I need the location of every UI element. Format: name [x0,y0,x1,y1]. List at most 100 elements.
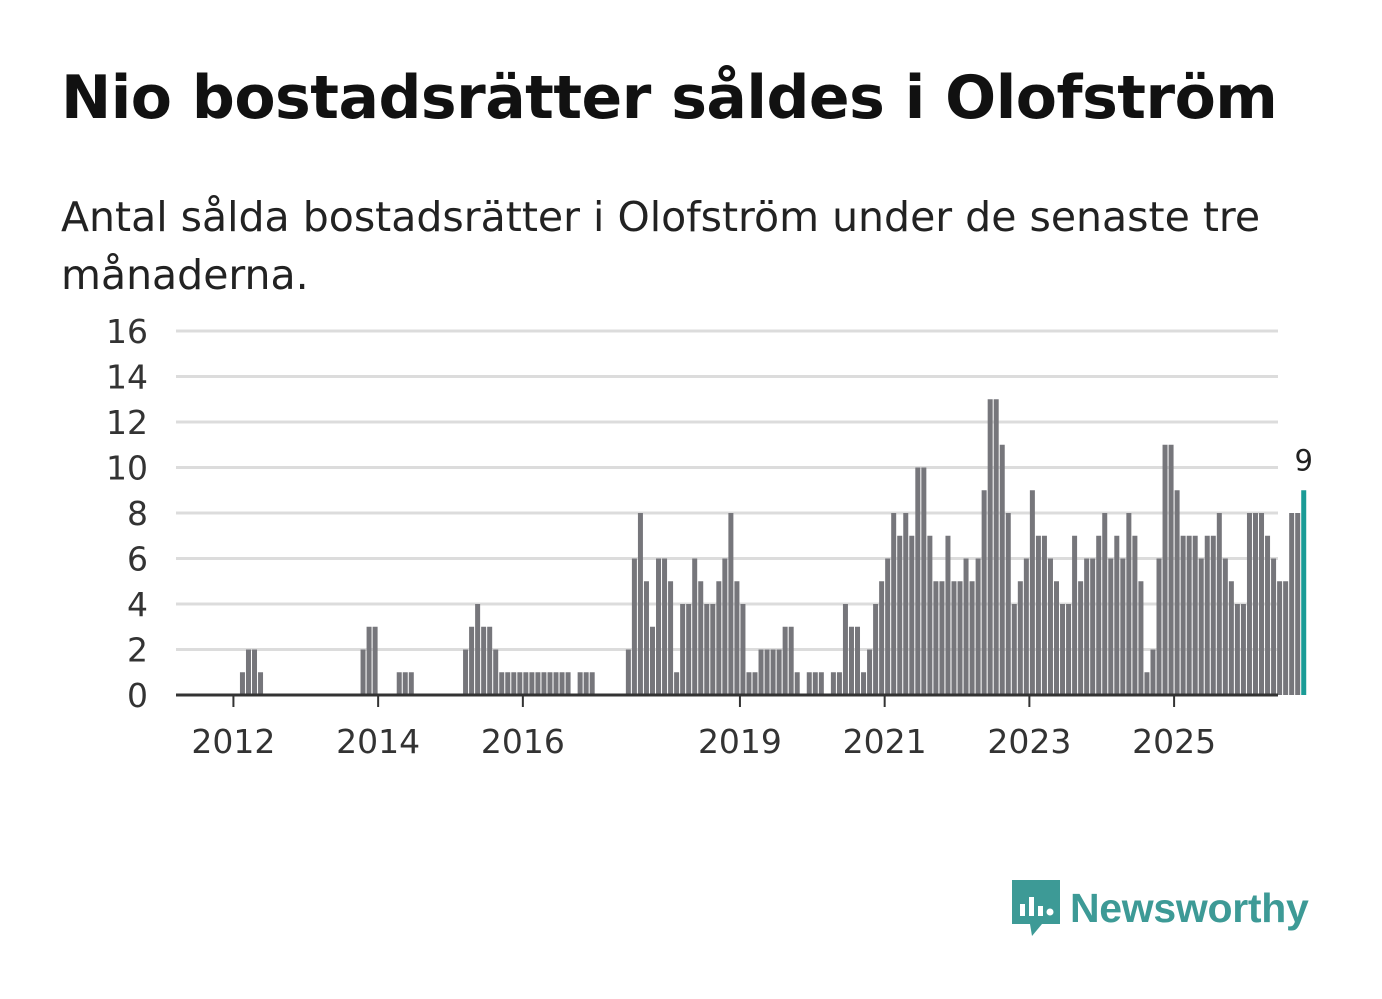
bar [927,535,933,695]
bar [1072,535,1078,695]
bar [674,672,680,695]
bar [1265,535,1271,695]
bar [529,672,535,695]
bar [1186,535,1192,695]
bar [1174,490,1180,695]
bar [408,672,414,695]
bar [589,672,595,695]
bar [891,513,897,695]
bar [499,672,505,695]
bar [945,535,951,695]
x-axis: 2012 2014 2016 2019 2021 2023 2025 [176,693,1278,761]
bar [975,558,981,695]
bar [637,513,643,695]
bar [1138,581,1144,695]
bar [1180,535,1186,695]
bar [770,649,776,695]
bar [511,672,517,695]
bar [1011,604,1017,695]
bar [879,581,885,695]
bar [933,581,939,695]
bar [649,626,655,695]
bar [1295,513,1301,695]
bar [1198,558,1204,695]
bar [1054,581,1059,695]
bar [704,604,710,695]
bar [360,649,366,695]
x-tick-label: 2021 [843,722,927,761]
bar [909,535,915,695]
bar [969,581,975,695]
bar [1144,672,1150,695]
bar [848,626,854,695]
bar [1216,513,1222,695]
bar [396,672,402,695]
bar [475,604,481,695]
bar [939,581,945,695]
bar [746,672,752,695]
bar [1192,535,1198,695]
bar [692,558,698,695]
bar [1047,558,1053,695]
bar [463,649,469,695]
x-tick-label: 2019 [698,722,782,761]
bar [1222,558,1228,695]
bar [680,604,686,695]
y-tick-label: 14 [106,358,148,397]
y-tick-label: 12 [106,403,148,442]
bar [776,649,782,695]
chart-title: Nio bostadsrätter såldes i Olofström [61,63,1278,133]
latest-value-label: 9 [1295,443,1313,477]
bar [517,672,523,695]
bar [372,626,378,695]
bar [1168,444,1174,695]
bar [1240,604,1246,695]
y-axis: 0 2 4 6 8 10 12 14 16 [106,312,148,715]
y-tick-label: 10 [106,449,148,488]
bar [812,672,818,695]
bar [897,535,903,695]
newsworthy-chart-bubble-icon [1012,880,1060,936]
bar [806,672,812,695]
bar [728,513,734,695]
bar [625,649,631,695]
bar [1289,513,1295,695]
bar [698,581,704,695]
bar [957,581,963,695]
x-tick-label: 2023 [987,722,1071,761]
bar [722,558,728,695]
y-tick-label: 16 [106,312,148,351]
bar [1210,535,1216,695]
bar [734,581,740,695]
bar [245,649,251,695]
bar [963,558,969,695]
bar [547,672,553,695]
bar [541,672,547,695]
bar [921,467,927,695]
bar [631,558,637,695]
bar [788,626,794,695]
bar [481,626,487,695]
bar [1078,581,1084,695]
bar [842,604,848,695]
bar [855,626,861,695]
bar [565,672,571,695]
bar [1283,581,1289,695]
bar [535,672,541,695]
bar [487,626,493,695]
bar [1005,513,1011,695]
bar [710,604,716,695]
bar [1102,513,1108,695]
bar [951,581,957,695]
y-tick-label: 6 [127,540,148,579]
bar-latest [1301,490,1307,695]
bar [505,672,511,695]
bar [643,581,649,695]
bar [656,558,662,695]
bar-series [239,399,1307,695]
y-tick-label: 2 [127,631,148,670]
bar [794,672,800,695]
bar [1271,558,1277,695]
bar [686,604,692,695]
bar [1277,581,1283,695]
